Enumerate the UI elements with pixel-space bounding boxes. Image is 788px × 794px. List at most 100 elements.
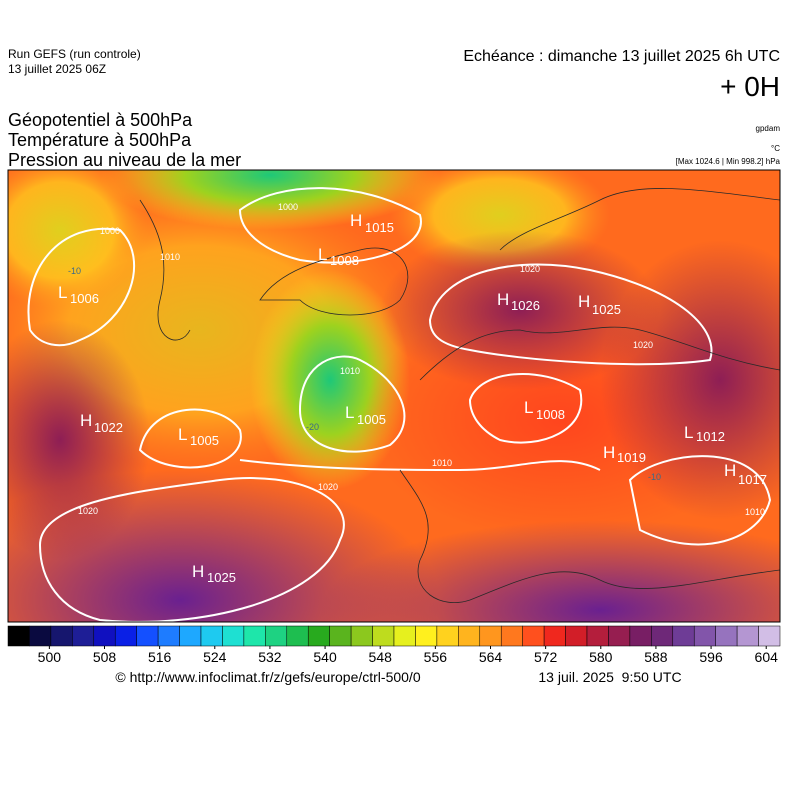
center-letter: L	[345, 403, 354, 422]
center-value: 1012	[696, 429, 725, 444]
colorbar-tick-label: 604	[755, 649, 779, 665]
isobar-label: 1020	[520, 264, 540, 274]
isobar-label: 1000	[100, 226, 120, 236]
center-letter: H	[192, 562, 204, 581]
center-value: 1008	[330, 253, 359, 268]
colorbar-swatch	[522, 625, 545, 647]
colorbar: 500 508 516 524 532 540 548 556 564 572 580 588 596 6…	[7, 625, 781, 665]
colorbar-swatch	[222, 625, 245, 647]
title: Température à 500hPa	[8, 130, 192, 150]
colorbar-swatch	[265, 625, 288, 647]
colorbar-tick-label: 580	[589, 649, 613, 665]
colorbar-swatch	[72, 625, 95, 647]
center-letter: H	[603, 443, 615, 462]
isotherm-labels: -10 -20 -10	[68, 266, 661, 482]
colorbar-tick-label: 540	[313, 649, 337, 665]
echeance: Echéance : dimanche 13 juillet 2025 6h U…	[463, 48, 780, 65]
unit: gpdam	[756, 124, 781, 133]
center-letter: L	[178, 425, 187, 444]
map-field	[8, 170, 780, 622]
isobar-labels: 1000 1000 1010 1020 1020 1010 1010 1020 …	[78, 202, 765, 517]
isotherm-label: -10	[68, 266, 81, 276]
colorbar-swatch	[458, 625, 481, 647]
pressure-centers: H 1015 L 1008 L 1006 H 1026 H 1025 H 1022 L 100…	[58, 211, 767, 585]
colorbar-swatch	[29, 625, 52, 647]
title: Géopotentiel à 500hPa	[8, 110, 193, 130]
isotherm-label: -10	[648, 472, 661, 482]
map-frame	[7, 169, 781, 623]
colorbar-swatch	[114, 625, 137, 647]
colorbar-swatch	[307, 625, 330, 647]
center-letter: H	[497, 290, 509, 309]
center-value: 1005	[190, 433, 219, 448]
colorbar-tick-label: 564	[479, 649, 503, 665]
colorbar-tick-label: 556	[424, 649, 448, 665]
run: Run GEFS (run controle)	[8, 47, 141, 61]
colorbar-swatch	[7, 625, 30, 647]
colorbar-swatch	[393, 625, 416, 647]
colorbar-tick-label: 508	[93, 649, 117, 665]
colorbar-swatch	[415, 625, 438, 647]
colorbar-swatch	[350, 625, 373, 647]
colorbar-tick-label: 588	[644, 649, 668, 665]
center-letter: H	[724, 461, 736, 480]
colorbar-tick-label: 524	[203, 649, 227, 665]
colorbar-swatch	[179, 625, 202, 647]
colorbar-swatch	[200, 625, 223, 647]
colorbar-tick-label: 548	[369, 649, 393, 665]
colorbar-swatch	[608, 625, 631, 647]
run-date: 13 juillet 2025 06Z	[8, 62, 106, 76]
colorbar-swatch	[436, 625, 459, 647]
center-value: 1008	[536, 407, 565, 422]
colorbar-swatch	[286, 625, 309, 647]
colorbar-swatch	[479, 625, 502, 647]
center-value: 1022	[94, 420, 123, 435]
colorbar-swatch	[50, 625, 73, 647]
colorbar-swatch	[157, 625, 180, 647]
isobar-label: 1020	[78, 506, 98, 516]
colorbar-tick-label: 500	[38, 649, 62, 665]
colorbar-swatch	[565, 625, 588, 647]
colorbar-swatch	[736, 625, 759, 647]
center-value: 1017	[738, 472, 767, 487]
center-value: 1015	[365, 220, 394, 235]
colorbar-swatch	[586, 625, 609, 647]
colorbar-swatch	[715, 625, 738, 647]
center-letter: H	[80, 411, 92, 430]
isobar-label: 1020	[318, 482, 338, 492]
center-letter: L	[524, 398, 533, 417]
center-value: 1025	[592, 302, 621, 317]
colorbar-swatch	[693, 625, 716, 647]
isobar-label: 1010	[745, 507, 765, 517]
colorbar-swatch	[329, 625, 352, 647]
colorbar-swatch	[243, 625, 266, 647]
colorbar-swatch	[93, 625, 116, 647]
generated: 13 juil. 2025 9:50 UTC	[538, 669, 681, 685]
unit: [Max 1024.6 | Min 998.2] hPa	[676, 157, 781, 166]
unit: °C	[771, 144, 780, 153]
center-letter: L	[684, 423, 693, 442]
center-letter: L	[318, 245, 327, 264]
center-value: 1019	[617, 450, 646, 465]
isobar-label: 1010	[432, 458, 452, 468]
isobar-label: 1010	[160, 252, 180, 262]
source: © http://www.infoclimat.fr/z/gefs/europe…	[115, 669, 420, 685]
colorbar-swatch	[672, 625, 695, 647]
center-value: 1005	[357, 412, 386, 427]
center-value: 1026	[511, 298, 540, 313]
isobar-label: 1020	[633, 340, 653, 350]
colorbar-swatch	[651, 625, 674, 647]
title: Pression au niveau de la mer	[8, 150, 241, 170]
colorbar-tick-label: 596	[699, 649, 723, 665]
colorbar-tick-label: 516	[148, 649, 172, 665]
colorbar-tick-label: 532	[258, 649, 282, 665]
center-letter: H	[578, 292, 590, 311]
lead-time: + 0H	[720, 71, 780, 102]
center-value: 1006	[70, 291, 99, 306]
isotherm-label: -20	[306, 422, 319, 432]
colorbar-swatch	[758, 625, 781, 647]
colorbar-swatch	[372, 625, 395, 647]
colorbar-tick-label: 572	[534, 649, 558, 665]
colorbar-swatch	[500, 625, 523, 647]
colorbar-swatch	[543, 625, 566, 647]
